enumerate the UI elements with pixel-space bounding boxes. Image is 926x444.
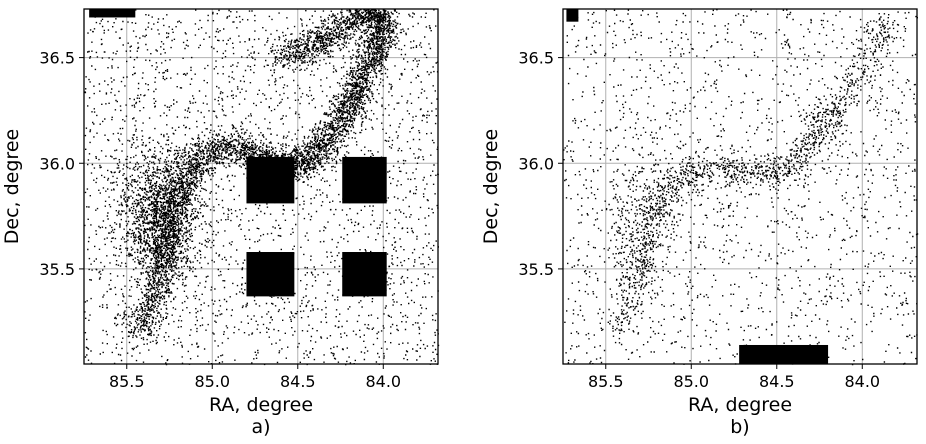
ticks-a: 85.5 85.0 84.5 84.0 35.5 36.0 36.5 <box>39 49 401 391</box>
x-tick-label-a-2: 84.5 <box>280 372 316 391</box>
dense-region-a-2 <box>246 252 295 297</box>
points-b <box>563 9 919 366</box>
x-tick-label-b-1: 85.0 <box>673 372 709 391</box>
ticks-b: 85.5 85.0 84.5 84.0 35.5 36.0 36.5 <box>518 49 880 391</box>
plot-frame-b <box>562 8 918 365</box>
x-tick-label-a-3: 84.0 <box>365 372 401 391</box>
x-axis-label-b: RA, degree <box>688 394 792 416</box>
dense-region-a-0 <box>246 156 295 204</box>
y-tick-label-a-1: 36.0 <box>39 154 75 173</box>
panel-a: 85.5 85.0 84.5 84.035.536.036.5 RA, degree … <box>1 8 440 438</box>
y-tick-label-a-0: 35.5 <box>39 260 75 279</box>
plot-frame-a <box>83 8 439 365</box>
x-tick-label-b-3: 84.0 <box>844 372 880 391</box>
y-tick-label-b-1: 36.0 <box>518 154 554 173</box>
y-tick-label-b-2: 36.5 <box>518 49 554 68</box>
dense-region-a-3 <box>342 252 387 297</box>
dense-region-b-0 <box>739 344 829 364</box>
x-axis-label-a: RA, degree <box>209 394 313 416</box>
scatter-points-b <box>563 9 919 366</box>
x-tick-label-a-0: 85.5 <box>109 372 145 391</box>
y-tick-label-a-2: 36.5 <box>39 49 75 68</box>
y-tick-label-b-0: 35.5 <box>518 260 554 279</box>
dense-region-b-1 <box>566 9 579 22</box>
panel-label-b: b) <box>730 416 749 438</box>
grid-b <box>563 9 917 364</box>
y-axis-label-a: Dec, degree <box>1 129 23 244</box>
x-tick-label-a-1: 85.0 <box>194 372 230 391</box>
dense-region-a-4 <box>89 9 136 18</box>
points-a <box>84 9 440 366</box>
panel-b: 85.5 85.0 84.5 84.035.536.036.5 RA, degree … <box>480 8 919 438</box>
x-tick-label-b-0: 85.5 <box>588 372 624 391</box>
panel-label-a: a) <box>251 416 270 438</box>
x-tick-label-b-2: 84.5 <box>759 372 795 391</box>
dense-region-a-1 <box>342 156 387 204</box>
y-axis-label-b: Dec, degree <box>480 129 502 244</box>
